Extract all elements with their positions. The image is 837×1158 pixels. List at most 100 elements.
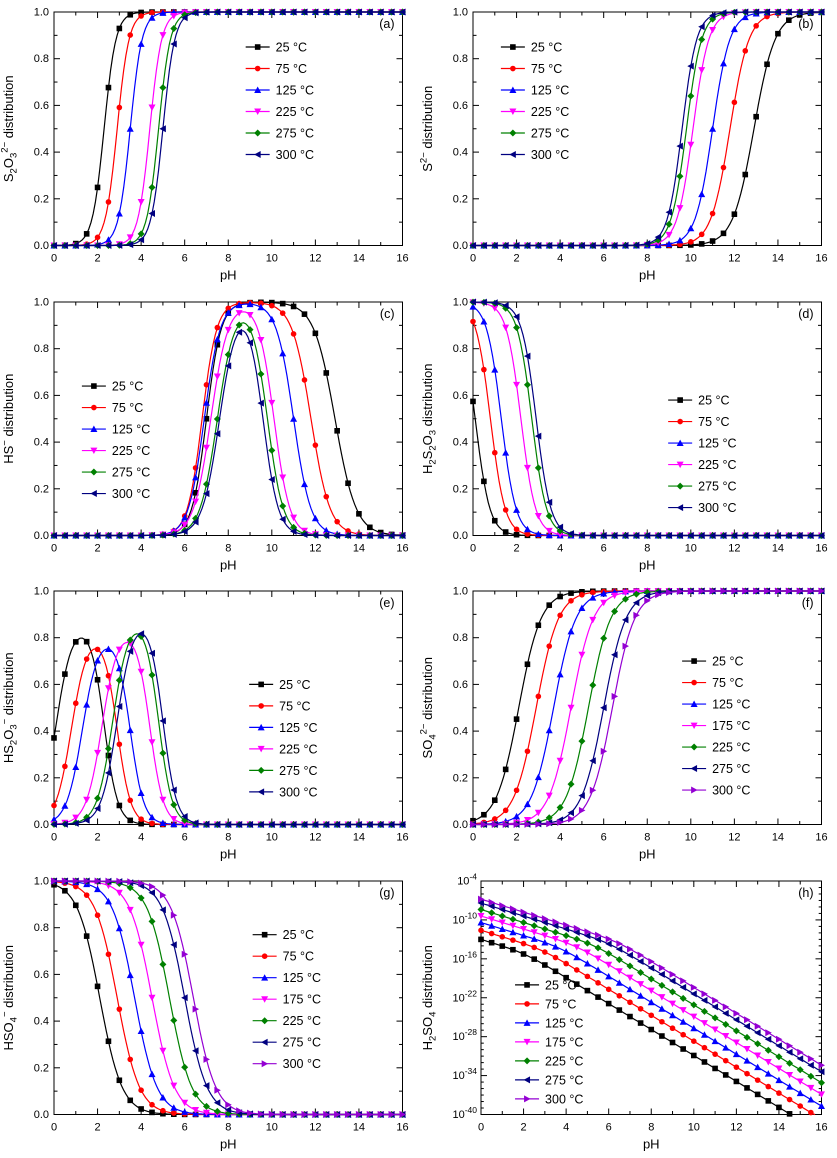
marker-triangle-left	[615, 945, 622, 953]
marker-square	[491, 517, 498, 524]
x-tick-label: 0	[477, 1121, 483, 1133]
marker-circle	[290, 330, 297, 337]
y-axis-label: H2SO4 distribution	[420, 945, 439, 1050]
marker-triangle-up	[115, 924, 123, 931]
marker-triangle-up	[104, 897, 112, 904]
marker-diamond	[675, 172, 683, 180]
x-tick-label: 14	[771, 253, 783, 265]
marker-triangle-right	[388, 1110, 396, 1118]
marker-triangle-left	[490, 242, 498, 249]
marker-square	[83, 638, 90, 645]
marker-triangle-left	[399, 8, 406, 16]
y-tick-label: 10-34	[452, 1066, 477, 1082]
marker-triangle-up	[224, 308, 232, 316]
legend-label: 75 °C	[283, 949, 314, 963]
legend-label: 25 °C	[712, 655, 743, 669]
marker-triangle-right	[709, 587, 716, 595]
marker-triangle-right	[567, 815, 575, 823]
marker-triangle-left	[477, 899, 484, 907]
marker-triangle-right	[399, 1110, 406, 1118]
marker-triangle-right	[818, 1061, 825, 1069]
marker-triangle-down	[711, 1026, 719, 1033]
marker-diamond	[817, 1078, 825, 1086]
marker-square	[690, 1052, 697, 1058]
marker-diamond	[523, 380, 531, 388]
marker-triangle-right	[658, 963, 665, 971]
marker-circle	[520, 940, 526, 946]
marker-diamond	[159, 749, 167, 757]
x-tick-label: 2	[520, 1121, 526, 1133]
marker-square	[541, 961, 548, 968]
marker-triangle-left	[137, 630, 145, 638]
marker-circle	[605, 986, 611, 992]
marker-triangle-left	[322, 8, 330, 16]
marker-triangle-down	[545, 527, 553, 534]
marker-diamond	[567, 780, 575, 788]
marker-square	[160, 1110, 166, 1117]
marker-triangle-up	[508, 86, 516, 93]
marker-triangle-left	[355, 821, 362, 828]
marker-triangle-left	[621, 241, 628, 249]
marker-triangle-up	[137, 1027, 145, 1034]
marker-triangle-left	[246, 338, 254, 346]
panel-label: (c)	[380, 307, 395, 321]
marker-square	[72, 901, 79, 908]
chart-d: 0 2 4 6 8 10 12 14 16 0.0 0.2 0.4 0.6 0.8 1.0 pH H2S2O3 …	[420, 296, 828, 572]
marker-square	[545, 602, 552, 608]
marker-diamond	[700, 1007, 708, 1015]
marker-triangle-left	[50, 820, 57, 828]
marker-triangle-left	[333, 531, 341, 539]
marker-triangle-left	[512, 242, 520, 249]
legend-label: 75 °C	[279, 699, 310, 713]
legend-label: 300 °C	[712, 784, 750, 798]
marker-triangle-left	[700, 996, 707, 1004]
marker-triangle-left	[279, 8, 286, 16]
marker-circle	[491, 816, 498, 822]
marker-triangle-left	[675, 142, 683, 150]
marker-triangle-left	[632, 531, 639, 539]
marker-triangle-right	[257, 1109, 265, 1117]
marker-triangle-right	[764, 1028, 772, 1036]
marker-diamond	[202, 1102, 210, 1110]
marker-triangle-left	[94, 531, 101, 539]
marker-triangle-left	[213, 820, 221, 828]
marker-triangle-right	[301, 1110, 308, 1118]
marker-triangle-left	[599, 531, 607, 539]
marker-triangle-down	[572, 943, 580, 951]
marker-triangle-left	[679, 983, 686, 991]
marker-triangle-left	[567, 241, 574, 249]
marker-square	[556, 593, 563, 600]
marker-triangle-left	[689, 989, 697, 997]
x-tick-label: 2	[95, 1121, 101, 1133]
marker-square	[722, 1071, 729, 1078]
marker-diamond	[257, 369, 265, 377]
marker-triangle-left	[763, 8, 770, 16]
marker-triangle-left	[523, 352, 530, 360]
marker-circle	[676, 418, 683, 424]
marker-triangle-down	[817, 1090, 825, 1098]
marker-square	[676, 396, 683, 403]
marker-triangle-up	[61, 802, 69, 809]
y-tick-label: 0.8	[34, 632, 49, 644]
marker-triangle-left	[690, 765, 697, 773]
marker-triangle-up	[300, 480, 308, 487]
marker-triangle-right	[775, 1035, 782, 1043]
marker-square	[345, 479, 351, 486]
marker-triangle-up	[261, 973, 269, 981]
x-tick-label: 4	[557, 832, 563, 844]
plot-frame	[53, 11, 403, 246]
marker-circle	[258, 299, 264, 306]
legend-label: 225 °C	[283, 1014, 321, 1028]
marker-triangle-right	[323, 1110, 330, 1118]
marker-triangle-down	[796, 1077, 804, 1085]
marker-triangle-left	[636, 957, 644, 965]
marker-square	[51, 735, 57, 741]
marker-circle	[94, 911, 101, 918]
marker-triangle-up	[159, 9, 167, 16]
marker-triangle-right	[583, 927, 591, 935]
marker-triangle-right	[578, 806, 585, 814]
marker-triangle-left	[530, 915, 537, 923]
legend-label: 300 °C	[530, 148, 568, 162]
marker-square	[731, 211, 737, 217]
panel-label: (g)	[379, 886, 394, 900]
